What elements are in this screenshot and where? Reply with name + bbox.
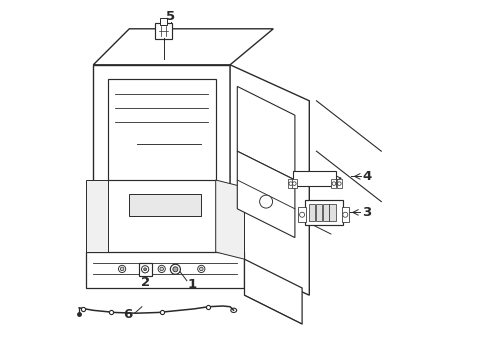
- FancyBboxPatch shape: [329, 204, 335, 221]
- FancyBboxPatch shape: [287, 179, 293, 188]
- Polygon shape: [86, 180, 107, 252]
- Polygon shape: [107, 79, 215, 180]
- FancyBboxPatch shape: [160, 18, 167, 25]
- Circle shape: [199, 267, 203, 271]
- Circle shape: [160, 267, 163, 271]
- Polygon shape: [230, 65, 309, 295]
- Text: 4: 4: [362, 170, 371, 183]
- Text: 1: 1: [187, 278, 197, 291]
- FancyBboxPatch shape: [308, 204, 314, 221]
- Circle shape: [172, 267, 178, 272]
- Text: 3: 3: [362, 206, 371, 219]
- Text: 6: 6: [122, 309, 132, 321]
- FancyBboxPatch shape: [322, 204, 328, 221]
- Polygon shape: [237, 151, 294, 238]
- FancyBboxPatch shape: [341, 207, 348, 222]
- Circle shape: [120, 267, 123, 271]
- Circle shape: [197, 265, 204, 273]
- Polygon shape: [237, 86, 294, 180]
- FancyBboxPatch shape: [331, 179, 336, 188]
- FancyBboxPatch shape: [293, 171, 335, 186]
- Circle shape: [259, 195, 272, 208]
- FancyBboxPatch shape: [336, 179, 341, 188]
- FancyBboxPatch shape: [298, 207, 305, 222]
- FancyBboxPatch shape: [155, 23, 171, 39]
- Circle shape: [158, 265, 165, 273]
- Circle shape: [288, 182, 292, 185]
- Polygon shape: [86, 252, 244, 288]
- Circle shape: [292, 182, 296, 185]
- FancyBboxPatch shape: [304, 199, 342, 225]
- Circle shape: [299, 212, 304, 217]
- Polygon shape: [93, 29, 273, 65]
- Polygon shape: [215, 180, 244, 259]
- Circle shape: [342, 212, 347, 217]
- Text: 5: 5: [166, 10, 175, 23]
- FancyBboxPatch shape: [139, 263, 151, 276]
- Circle shape: [170, 264, 180, 274]
- FancyBboxPatch shape: [291, 179, 296, 188]
- FancyBboxPatch shape: [315, 204, 321, 221]
- Polygon shape: [129, 194, 201, 216]
- Circle shape: [141, 266, 148, 273]
- Text: 2: 2: [141, 276, 150, 289]
- Circle shape: [143, 268, 146, 271]
- Polygon shape: [244, 259, 302, 324]
- Circle shape: [337, 182, 341, 185]
- Polygon shape: [93, 65, 230, 259]
- Circle shape: [118, 265, 125, 273]
- Circle shape: [331, 182, 335, 185]
